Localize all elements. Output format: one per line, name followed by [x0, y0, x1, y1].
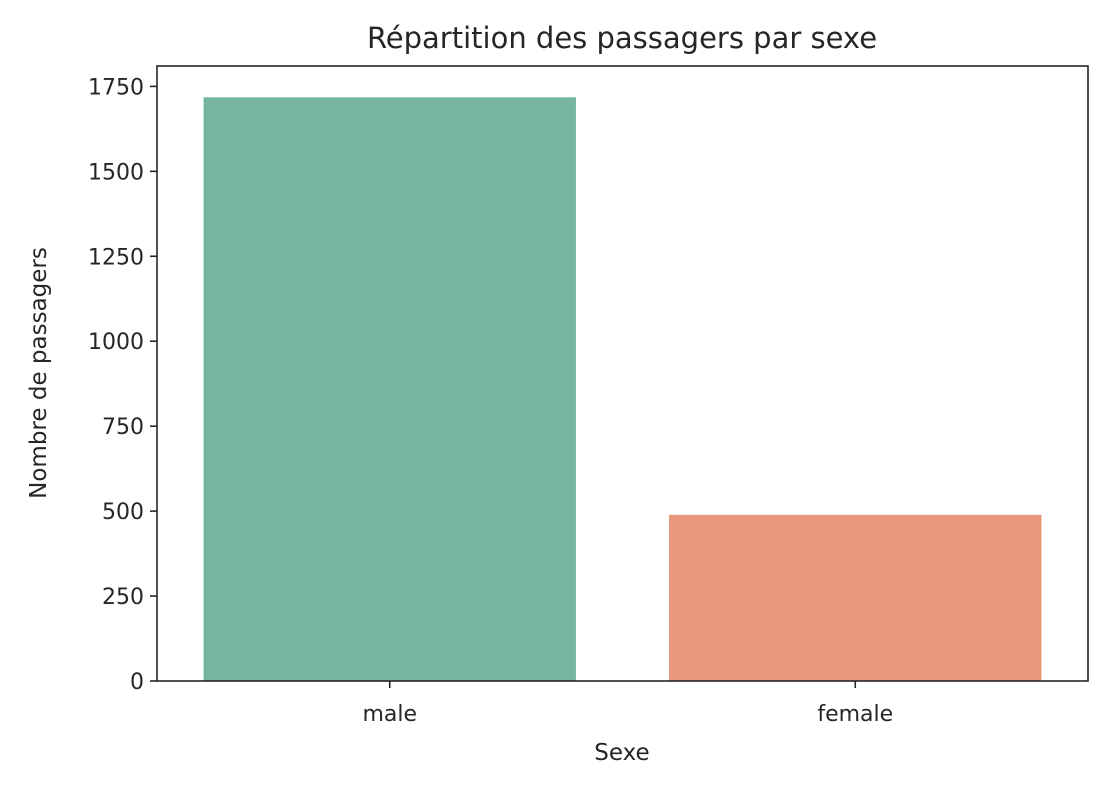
y-tick-label: 1000 — [88, 330, 144, 355]
x-axis-label: Sexe — [594, 740, 649, 766]
y-axis-label: Nombre de passagers — [26, 247, 52, 499]
x-tick-label-female: female — [817, 702, 893, 727]
y-tick-label: 1500 — [88, 160, 144, 185]
y-tick-label: 250 — [102, 585, 144, 610]
chart-title: Répartition des passagers par sexe — [367, 21, 877, 55]
y-tick-label: 1750 — [88, 75, 144, 100]
y-tick-label: 0 — [130, 670, 144, 695]
x-axis-ticks: male female — [362, 681, 893, 727]
bar-female — [669, 514, 1042, 681]
y-axis-ticks: 0 250 500 750 1000 1250 1500 1750 — [88, 75, 157, 695]
y-tick-label: 750 — [102, 415, 144, 440]
bar-male — [203, 97, 576, 682]
plot-frame — [156, 65, 1089, 682]
bars — [203, 97, 1042, 682]
x-tick-label-male: male — [362, 702, 417, 727]
y-tick-label: 500 — [102, 500, 144, 525]
y-tick-label: 1250 — [88, 245, 144, 270]
